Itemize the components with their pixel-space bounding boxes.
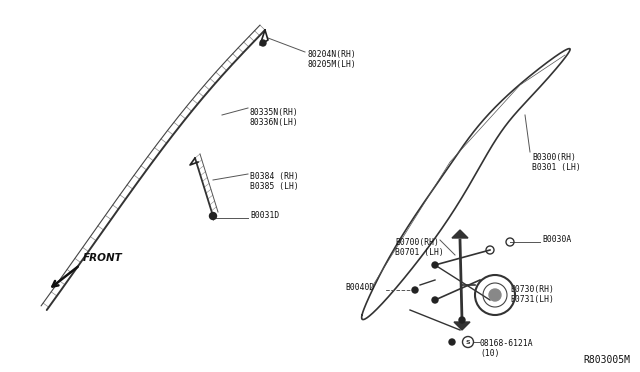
Circle shape	[412, 287, 418, 293]
Text: B0030A: B0030A	[542, 234, 572, 244]
Circle shape	[459, 317, 465, 323]
Circle shape	[449, 339, 455, 345]
Text: 80204N(RH)
80205M(LH): 80204N(RH) 80205M(LH)	[307, 50, 356, 70]
Text: B0300(RH)
B0301 (LH): B0300(RH) B0301 (LH)	[532, 153, 580, 172]
Text: B0040D: B0040D	[345, 282, 374, 292]
Text: S: S	[466, 340, 470, 344]
Text: 08168-6121A
(10): 08168-6121A (10)	[480, 339, 534, 358]
Polygon shape	[452, 230, 468, 238]
Text: B0031D: B0031D	[250, 211, 279, 219]
Text: B0730(RH)
B0731(LH): B0730(RH) B0731(LH)	[510, 285, 554, 304]
Text: 80335N(RH)
80336N(LH): 80335N(RH) 80336N(LH)	[250, 108, 299, 127]
Text: B0384 (RH)
B0385 (LH): B0384 (RH) B0385 (LH)	[250, 172, 299, 192]
Text: B0700(RH)
B0701 (LH): B0700(RH) B0701 (LH)	[395, 238, 444, 257]
Circle shape	[209, 212, 216, 219]
Circle shape	[432, 297, 438, 303]
Polygon shape	[454, 322, 470, 330]
Text: R803005M: R803005M	[583, 355, 630, 365]
Text: FRONT: FRONT	[83, 253, 123, 263]
Circle shape	[489, 289, 501, 301]
Circle shape	[432, 262, 438, 268]
Circle shape	[260, 40, 266, 46]
